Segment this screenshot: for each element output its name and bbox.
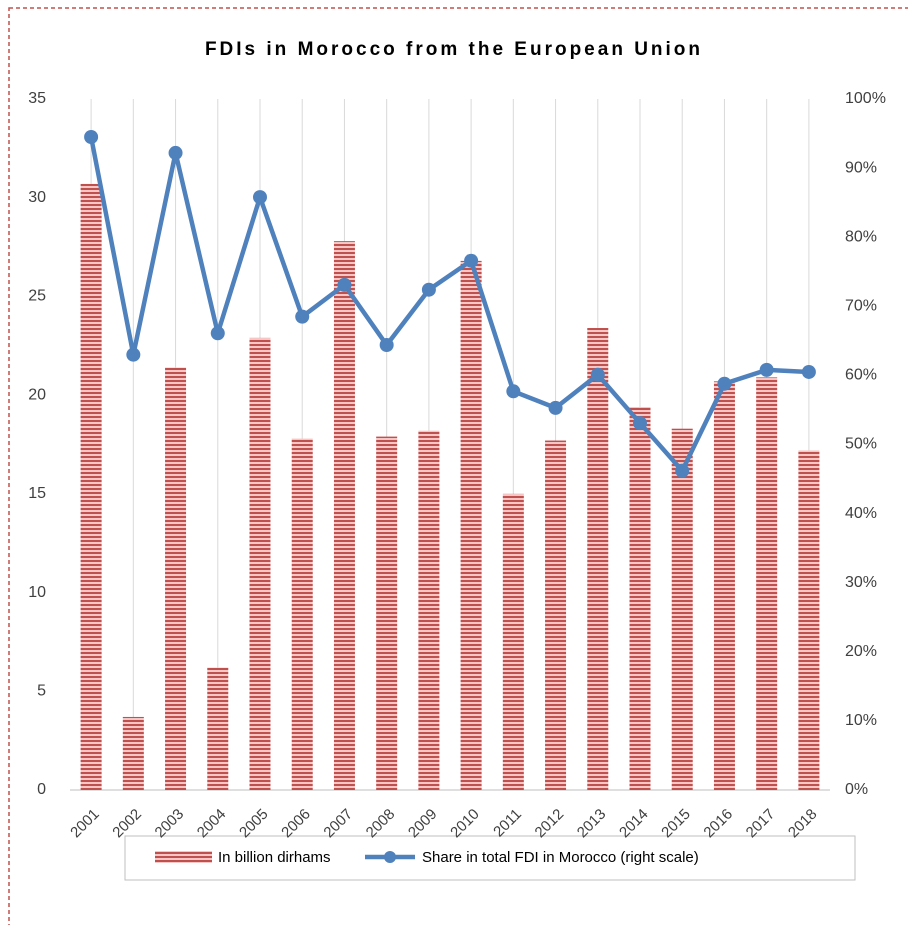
marker: [210, 326, 225, 341]
marker: [633, 416, 647, 431]
legend-label: Share in total FDI in Morocco (right sca…: [422, 849, 699, 866]
bar: [587, 328, 609, 790]
bar: [376, 436, 398, 790]
y-tick-label: 25: [28, 288, 46, 305]
marker: [464, 253, 479, 268]
y2-tick-label: 100%: [845, 90, 886, 107]
y-tick-label: 35: [28, 90, 46, 107]
line: [88, 136, 809, 474]
bar: [333, 241, 355, 791]
marker: [295, 309, 310, 324]
legend-marker: [384, 851, 396, 863]
marker: [548, 400, 563, 415]
bar: [165, 367, 187, 790]
y-tick-label: 20: [28, 386, 46, 403]
x-tick-label: 2011: [490, 806, 525, 841]
marker: [168, 145, 183, 160]
legend-label: In billion dirhams: [218, 849, 331, 866]
y-tick-label: 0: [37, 781, 46, 798]
bar: [291, 438, 313, 790]
marker: [84, 130, 99, 145]
marker: [126, 347, 141, 362]
frame: [8, 7, 908, 925]
chart-title: FDIs in Morocco from the European Union: [205, 39, 703, 60]
marker: [759, 362, 774, 377]
y2-tick-label: 20%: [845, 643, 877, 660]
y2-tick-label: 90%: [845, 159, 877, 176]
x-tick-label: 2001: [67, 806, 103, 842]
bar: [798, 450, 820, 790]
bar: [418, 430, 440, 790]
bar: [502, 493, 524, 790]
y2-tick-label: 50%: [845, 436, 877, 453]
marker: [379, 337, 394, 352]
marker: [717, 376, 732, 391]
marker: [590, 367, 605, 382]
bar: [207, 667, 229, 790]
bar: [80, 183, 102, 790]
y2-tick-label: 10%: [845, 712, 877, 729]
y2-tick-label: 30%: [845, 574, 877, 591]
y-tick-label: 15: [28, 485, 46, 502]
marker: [421, 282, 436, 297]
marker: [675, 463, 690, 478]
marker: [253, 190, 267, 205]
bar: [713, 381, 735, 790]
bar: [629, 406, 651, 790]
legend-swatch: [155, 851, 212, 863]
bar: [122, 716, 144, 790]
legend: [124, 835, 856, 881]
y2-tick-label: 40%: [845, 505, 877, 522]
y2-tick-label: 0%: [845, 781, 868, 798]
marker: [337, 277, 352, 292]
bar: [671, 428, 693, 790]
bar: [756, 377, 778, 790]
bar: [460, 260, 482, 790]
bar: [249, 337, 271, 790]
marker: [506, 384, 521, 399]
y2-tick-label: 60%: [845, 367, 877, 384]
y2-tick-label: 80%: [845, 228, 877, 245]
bar: [545, 440, 567, 790]
y-tick-label: 10: [28, 584, 46, 601]
marker: [801, 364, 816, 379]
y2-tick-label: 70%: [845, 298, 877, 315]
y-tick-label: 5: [37, 683, 46, 700]
y-tick-label: 30: [28, 189, 46, 206]
